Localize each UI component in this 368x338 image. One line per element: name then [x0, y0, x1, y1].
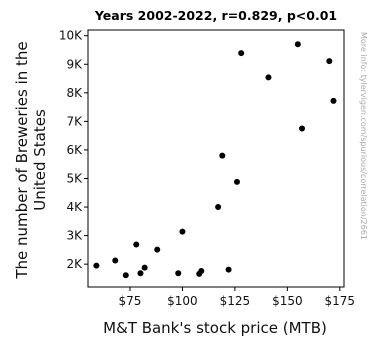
chart-title: Years 2002-2022, r=0.829, p<0.01 — [94, 8, 337, 23]
plot-area-frame — [87, 29, 345, 288]
data-points — [93, 41, 337, 279]
data-point — [326, 58, 333, 65]
data-point — [198, 268, 205, 275]
data-point — [215, 204, 222, 211]
y-tick-label: 2K — [66, 257, 83, 271]
data-point — [330, 97, 337, 104]
data-point — [137, 270, 144, 277]
y-tick-label: 6K — [66, 143, 83, 157]
data-point — [175, 270, 182, 277]
data-point — [93, 262, 100, 269]
data-point — [154, 246, 161, 253]
data-point — [225, 266, 232, 273]
data-point — [122, 272, 129, 279]
x-tick-label: $175 — [325, 294, 356, 308]
y-tick-label: 3K — [66, 229, 83, 243]
y-axis-label-line1: The number of Breweries in the — [13, 41, 31, 279]
y-tick-label: 8K — [66, 86, 83, 100]
y-tick-label: 10K — [59, 29, 83, 43]
data-point — [233, 178, 240, 185]
x-axis-label: M&T Bank's stock price (MTB) — [103, 319, 327, 337]
x-tick-label: $125 — [220, 294, 251, 308]
data-point — [265, 74, 272, 81]
data-point — [238, 50, 245, 57]
data-point — [141, 264, 148, 271]
data-point — [133, 241, 140, 248]
data-point — [219, 152, 226, 159]
x-tick-label: $75 — [119, 294, 142, 308]
data-point — [299, 125, 306, 132]
y-axis-ticks: 2K 3K 4K 5K 6K 7K 8K 9K 10K — [59, 29, 88, 271]
y-tick-label: 7K — [66, 114, 83, 128]
y-axis-label-line2: United States — [31, 109, 49, 211]
y-tick-label: 4K — [66, 200, 83, 214]
data-point — [179, 228, 186, 235]
source-note: More info: tylervigen.com/spurious/corre… — [359, 32, 368, 240]
data-point — [294, 41, 301, 48]
x-tick-label: $100 — [167, 294, 198, 308]
data-point — [112, 257, 119, 264]
y-axis-label-group: The number of Breweries in the United St… — [13, 41, 49, 279]
x-axis-ticks: $75 $100 $125 $150 $175 — [119, 287, 356, 308]
x-tick-label: $150 — [272, 294, 303, 308]
y-tick-label: 9K — [66, 57, 83, 71]
y-tick-label: 5K — [66, 171, 83, 185]
